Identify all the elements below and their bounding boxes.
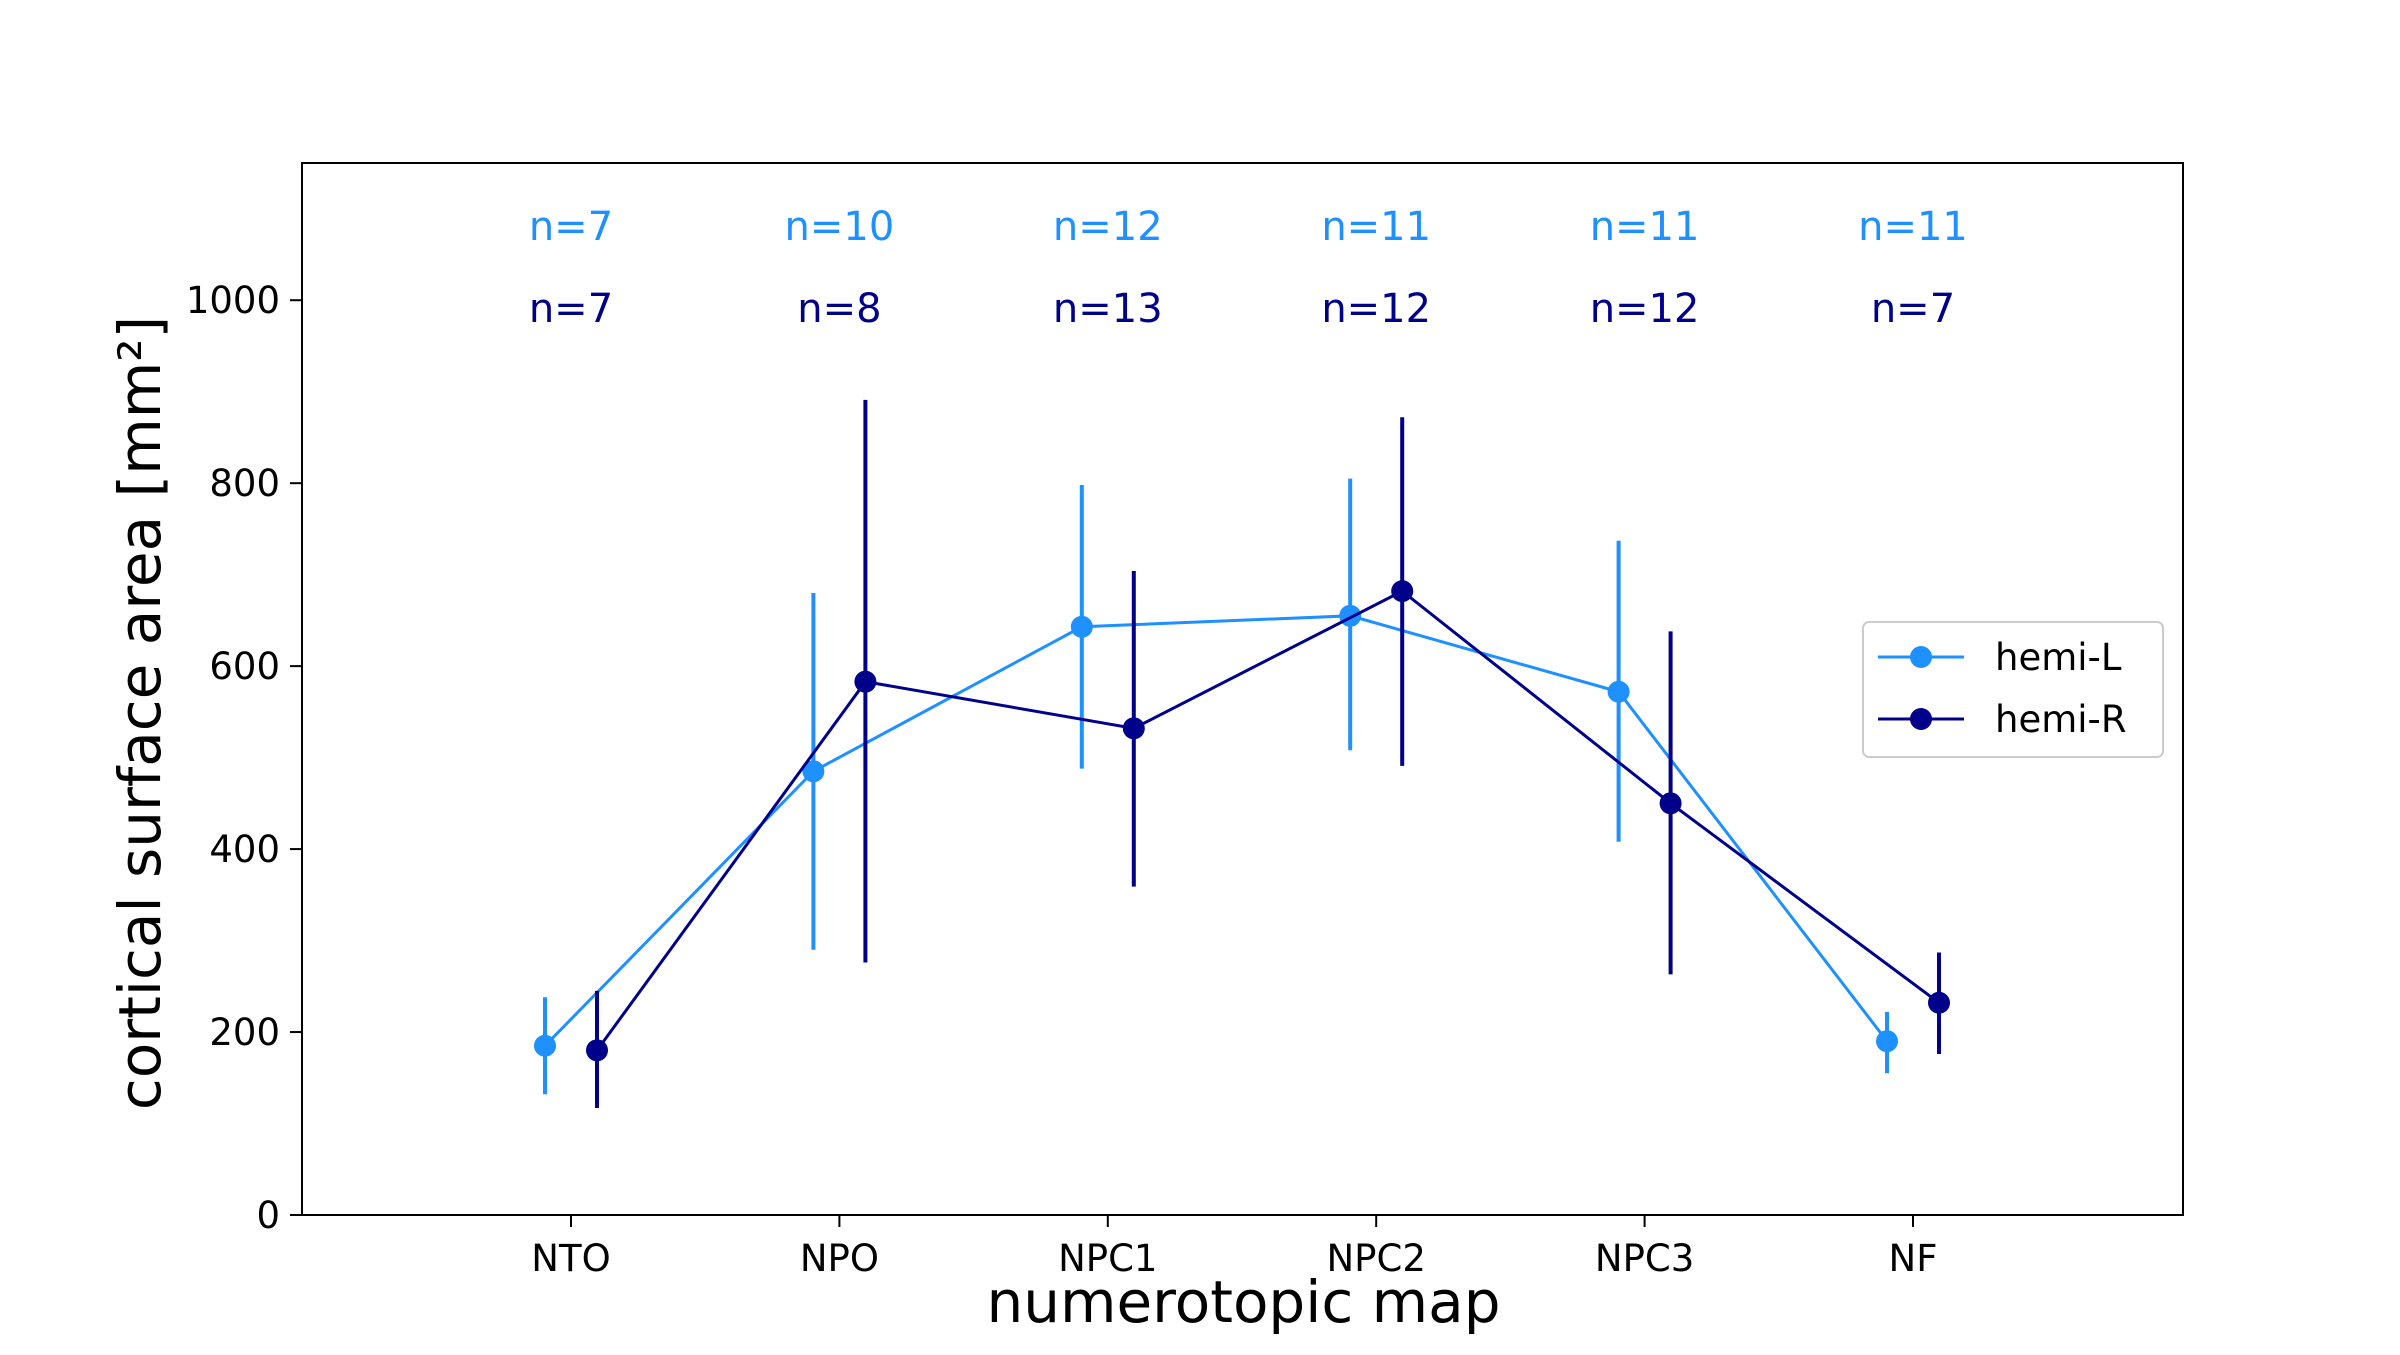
legend-label: hemi-L xyxy=(1995,636,2122,679)
sample-size-label: n=10 xyxy=(785,204,895,250)
legend-marker xyxy=(1910,708,1932,730)
sample-size-label: n=11 xyxy=(1590,204,1700,250)
sample-size-label: n=8 xyxy=(797,286,881,332)
sample-size-label: n=11 xyxy=(1321,204,1431,250)
data-point xyxy=(1391,580,1414,603)
y-tick-label: 800 xyxy=(209,462,280,505)
data-point xyxy=(586,1039,608,1062)
sample-size-label: n=12 xyxy=(1321,286,1431,332)
sample-size-label: n=11 xyxy=(1858,204,1968,250)
legend-marker xyxy=(1910,646,1932,668)
x-tick-label: NPC1 xyxy=(1058,1237,1157,1280)
y-tick-label: 0 xyxy=(256,1194,280,1237)
series-line-hemi-R xyxy=(595,589,1940,1052)
x-tick-label: NPC2 xyxy=(1327,1237,1426,1280)
data-point xyxy=(534,1034,556,1057)
sample-size-label: n=12 xyxy=(1590,286,1700,332)
data-point xyxy=(1070,615,1093,638)
sample-size-label: n=13 xyxy=(1053,286,1163,332)
data-point xyxy=(1122,717,1145,740)
x-axis-label: numerotopic map xyxy=(986,1268,1500,1336)
plot-frame xyxy=(301,162,2184,1216)
legend-label: hemi-R xyxy=(1995,698,2127,741)
y-axis-label: cortical surface area [mm²] xyxy=(106,316,174,1110)
data-point xyxy=(1607,680,1630,703)
sample-size-label: n=12 xyxy=(1053,204,1163,250)
sample-size-label: n=7 xyxy=(529,204,613,250)
x-tick-label: NPC3 xyxy=(1595,1237,1694,1280)
x-tick-label: NF xyxy=(1889,1237,1938,1280)
data-point xyxy=(1876,1030,1898,1053)
y-tick-label: 600 xyxy=(209,645,280,688)
data-point xyxy=(1928,991,1950,1014)
y-tick-label: 1000 xyxy=(186,279,280,322)
data-point xyxy=(1659,792,1682,815)
data-point xyxy=(854,670,877,693)
data-point xyxy=(1339,604,1362,627)
x-tick-label: NTO xyxy=(531,1237,610,1280)
sample-size-label: n=7 xyxy=(529,286,613,332)
y-tick-label: 200 xyxy=(209,1011,280,1054)
sample-size-label: n=7 xyxy=(1871,286,1955,332)
y-tick-label: 400 xyxy=(209,828,280,871)
data-point xyxy=(802,760,825,783)
x-tick-label: NPO xyxy=(800,1237,879,1280)
